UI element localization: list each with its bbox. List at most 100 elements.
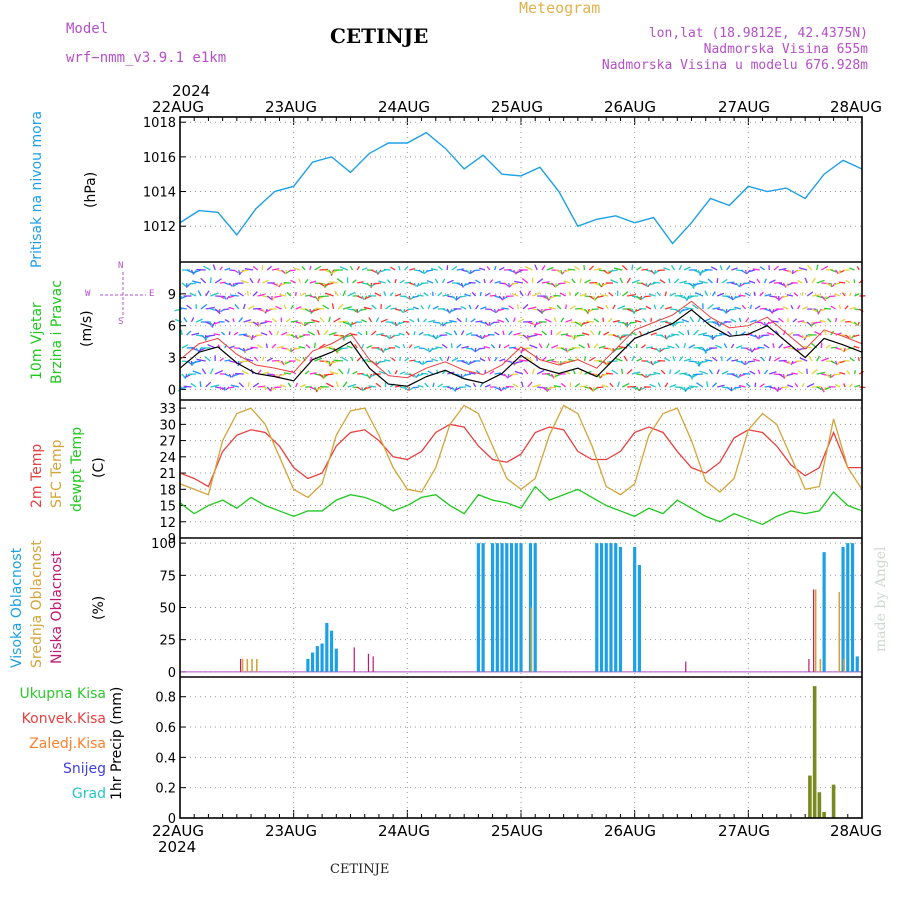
wind-barb [660,369,666,375]
wind-barb [553,317,557,323]
wind-barb [479,334,483,340]
wind-barb [394,369,398,375]
wind-barb [483,334,491,338]
wind-barb [347,368,350,375]
wind-barb [553,385,562,388]
wind-barb [778,267,787,271]
wind-tick-label: 9 [168,288,176,303]
wind-barb [759,266,765,271]
temp-sfc-line [179,404,863,499]
wind-barb [439,356,444,362]
wind-barb [621,368,624,375]
wind-barb [704,290,709,297]
compass-south: S [118,317,124,327]
wind-barb [325,292,334,297]
wind-barb [361,295,365,301]
wind-barb [238,317,244,323]
date-label: 23AUG [265,822,317,840]
legend-hail: Grad [71,786,106,802]
wind-barb [769,371,777,375]
wind-barb [608,269,618,273]
wind-barb [378,269,386,273]
wind-barb [716,369,720,375]
wind-barb [432,382,435,388]
wind-barb [693,282,704,286]
wind-barb [691,303,699,310]
wind-barb [473,269,481,272]
wind-barb [593,343,599,349]
wind-barb [181,344,189,349]
wind-barb [338,347,348,350]
year-bottom: 2024 [158,838,197,856]
wind-barb [717,384,725,388]
wind-barb [527,381,533,388]
wind-barb [698,360,708,364]
wind-barb [368,317,373,323]
temp-tick-label: 27 [159,435,176,450]
wind-barb [730,318,737,323]
wind-barb [782,330,787,336]
wind-barb [253,307,262,310]
wind-barb [347,383,357,388]
wind-barb [807,264,813,271]
wind-barb [608,292,614,297]
wind-barb [735,345,743,349]
wind-barb [304,308,311,313]
wind-barb [470,318,476,323]
wind-barb [484,384,491,388]
wind-barb [844,334,850,339]
wind-barb [527,290,532,297]
wind-barb [252,291,258,297]
wind-barb [451,295,457,301]
wind-barb [675,321,685,324]
wind-barb [797,334,804,338]
altitude-text: Nadmorska Visina 655m [703,42,868,57]
wind-barb [782,306,789,310]
wind-barb [489,294,497,297]
wind-barb [626,343,633,349]
wind-barb [749,347,753,353]
wind-barb [752,268,760,271]
wind-barb [756,278,761,284]
wind-barb [806,291,814,297]
low-cloud-bar [808,658,810,672]
wind-barb [290,304,294,310]
wind-barb [856,266,860,271]
year-top: 2024 [172,82,211,100]
wind-barb [493,265,497,271]
wind-barb [797,370,803,375]
wind-barb [514,360,524,364]
wind-barb [826,268,833,271]
wind-barb [285,347,292,352]
wind-barb [441,343,448,349]
wind-barb [579,278,582,284]
wind-barb [645,282,649,288]
precip-tick-label: 0.6 [155,721,176,736]
wind-barb [295,382,299,388]
wind-barb [384,359,391,362]
wind-barb [734,306,742,310]
wind-barb [205,334,216,338]
high-cloud-bar [329,630,334,672]
wind-barb [413,331,416,336]
wind-barb [489,370,495,375]
wind-barb [854,321,858,326]
wind-barb [787,269,793,274]
wind-barb [674,369,681,375]
wind-barb [543,308,552,311]
wind-barb [432,334,437,340]
wind-barb [294,267,301,271]
wind-barb [352,370,358,375]
wind-barb [517,304,519,310]
wind-barb [398,265,401,271]
wind-barb [394,278,397,284]
wind-barb [824,307,831,310]
wind-barb [626,277,631,284]
wind-barb [183,317,188,323]
wind-barb [217,344,221,349]
wind-barb [326,382,334,388]
wind-barb [719,321,727,326]
high-cloud-bar [490,543,495,672]
wind-barb [740,360,746,365]
wind-barb [435,346,443,349]
